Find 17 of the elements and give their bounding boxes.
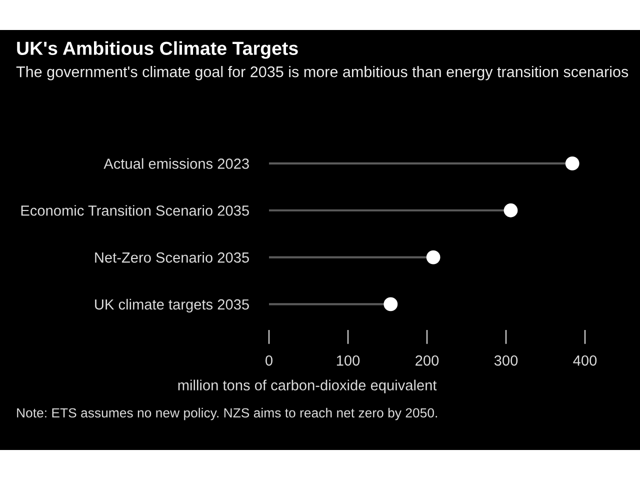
y-tick-label: Economic Transition Scenario 2035 [21, 205, 249, 216]
x-tick-label: 400 [573, 355, 597, 366]
point [384, 297, 398, 312]
x-tick-label: 0 [266, 355, 272, 366]
point [565, 156, 580, 170]
x-tick-label: 300 [494, 355, 518, 366]
x-tick-label: 200 [416, 355, 439, 366]
point [504, 203, 518, 218]
x-axis-title: million tons of carbon-dioxide equivalent [178, 380, 437, 394]
point [426, 250, 440, 264]
y-tick-label: UK climate targets 2035 [95, 298, 249, 313]
x-tick-label: 100 [336, 355, 360, 366]
chart-title: UK's Ambitious Climate Targets [17, 41, 298, 59]
text: Note: ETS assumes no new policy. NZS aims to reach net zero by 2050. [17, 408, 437, 420]
chart-subtitle: The government's climate goal for 2035 is more ambitious than energy transition scenarios [16, 66, 628, 80]
y-tick-label: Net-Zero Scenario 2035 [95, 252, 249, 263]
y-tick-label: Actual emissions 2023 [104, 158, 249, 169]
